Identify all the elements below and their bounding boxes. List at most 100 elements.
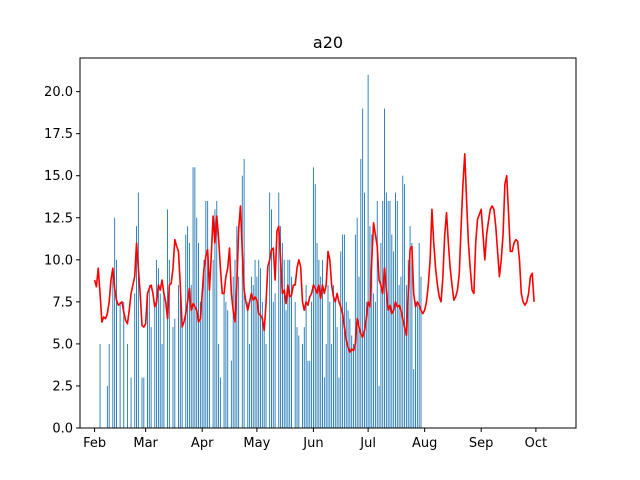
bar-112 <box>349 318 351 428</box>
bar-118 <box>360 158 362 428</box>
bar-138 <box>396 200 398 428</box>
bar-94 <box>316 243 318 428</box>
bar-47 <box>216 200 218 428</box>
bar-58 <box>241 175 243 428</box>
bar-80 <box>287 259 289 428</box>
y-tick-label-8: 20.0 <box>44 85 73 100</box>
bar-93 <box>314 184 316 428</box>
bar-122 <box>367 74 369 428</box>
bar-22 <box>161 343 163 428</box>
bar-117 <box>358 276 360 428</box>
bar-144 <box>407 259 409 428</box>
bar-106 <box>338 377 340 428</box>
bar-67 <box>260 268 261 428</box>
bar-90 <box>309 360 311 428</box>
bar-102 <box>331 343 333 428</box>
bar-99 <box>325 343 327 428</box>
bar-140 <box>400 276 402 428</box>
bar-61 <box>249 343 251 428</box>
bar-38 <box>198 243 199 428</box>
bar-128 <box>378 385 380 428</box>
bar-95 <box>318 259 320 428</box>
bar-44 <box>209 276 210 428</box>
bar-134 <box>389 200 391 428</box>
bar-105 <box>336 327 338 428</box>
bar-68 <box>261 301 263 428</box>
bar-3 <box>112 268 114 428</box>
bar-53 <box>230 360 232 428</box>
bar-91 <box>311 301 313 428</box>
bar-139 <box>398 285 400 428</box>
bar-45 <box>212 259 214 428</box>
bar-39 <box>199 301 201 428</box>
bar-64 <box>254 259 256 428</box>
bar-130 <box>382 200 384 428</box>
x-tick-label-3: May <box>243 436 270 451</box>
bar-48 <box>218 343 220 428</box>
bar-62 <box>250 276 252 428</box>
bar-148 <box>415 301 416 428</box>
bars <box>99 74 422 428</box>
bar-46 <box>214 209 216 428</box>
bar-145 <box>409 226 411 428</box>
series-line-layer <box>93 153 535 354</box>
bar-85 <box>298 335 300 428</box>
bar-33 <box>188 243 190 428</box>
y-tick-label-5: 12.5 <box>44 211 73 226</box>
bar-125 <box>373 293 375 428</box>
bar-72 <box>271 209 272 428</box>
bar-36 <box>194 167 196 428</box>
bar-124 <box>371 234 373 428</box>
bar-76 <box>280 226 282 428</box>
bar-8 <box>126 343 128 428</box>
bar-111 <box>347 310 349 428</box>
bar-12 <box>137 192 139 428</box>
bar-49 <box>219 377 221 428</box>
x-tick-label-1: Mar <box>133 436 158 451</box>
x-tick-label-2: Apr <box>191 436 214 451</box>
bar-151 <box>420 276 422 428</box>
bar-70 <box>265 343 267 428</box>
bar-127 <box>376 200 378 428</box>
bar-73 <box>272 301 274 428</box>
bar-20 <box>157 268 159 428</box>
bar-132 <box>385 192 387 428</box>
bar-25 <box>168 259 170 428</box>
bar-103 <box>333 285 334 428</box>
bar-28 <box>178 285 179 428</box>
bar-141 <box>402 175 404 428</box>
bar-32 <box>187 226 189 428</box>
x-tick-label-7: Sep <box>469 436 494 451</box>
bar-146 <box>411 243 413 428</box>
bar-52 <box>227 310 229 428</box>
y-tick-label-4: 10.0 <box>44 253 73 268</box>
bar-78 <box>283 259 285 428</box>
bar-26 <box>172 327 174 428</box>
bar-113 <box>351 335 353 428</box>
x-tick-label-5: Jul <box>359 436 376 451</box>
y-tick-label-2: 5.0 <box>52 337 73 352</box>
bar-11 <box>136 226 137 428</box>
bar-57 <box>238 276 240 428</box>
bar-10 <box>134 293 136 428</box>
bar-42 <box>205 200 207 428</box>
bar-120 <box>364 192 365 428</box>
bar-129 <box>380 243 382 428</box>
x-tick-label-0: Feb <box>83 436 106 451</box>
bar-137 <box>395 192 396 428</box>
bar-0 <box>99 343 101 428</box>
y-axis: 0.0 2.5 5.0 7.5 10.0 12.5 15.0 17.5 20.0 <box>44 85 80 437</box>
bar-5 <box>116 259 117 428</box>
bar-110 <box>345 301 347 428</box>
bar-149 <box>416 301 418 428</box>
bar-108 <box>342 234 344 428</box>
bar-29 <box>179 293 181 428</box>
bar-63 <box>252 285 254 428</box>
bar-65 <box>256 276 258 428</box>
bar-23 <box>163 293 165 428</box>
bar-107 <box>340 251 342 428</box>
plot-frame <box>79 57 577 429</box>
bar-104 <box>334 301 336 428</box>
bar-88 <box>305 285 307 428</box>
